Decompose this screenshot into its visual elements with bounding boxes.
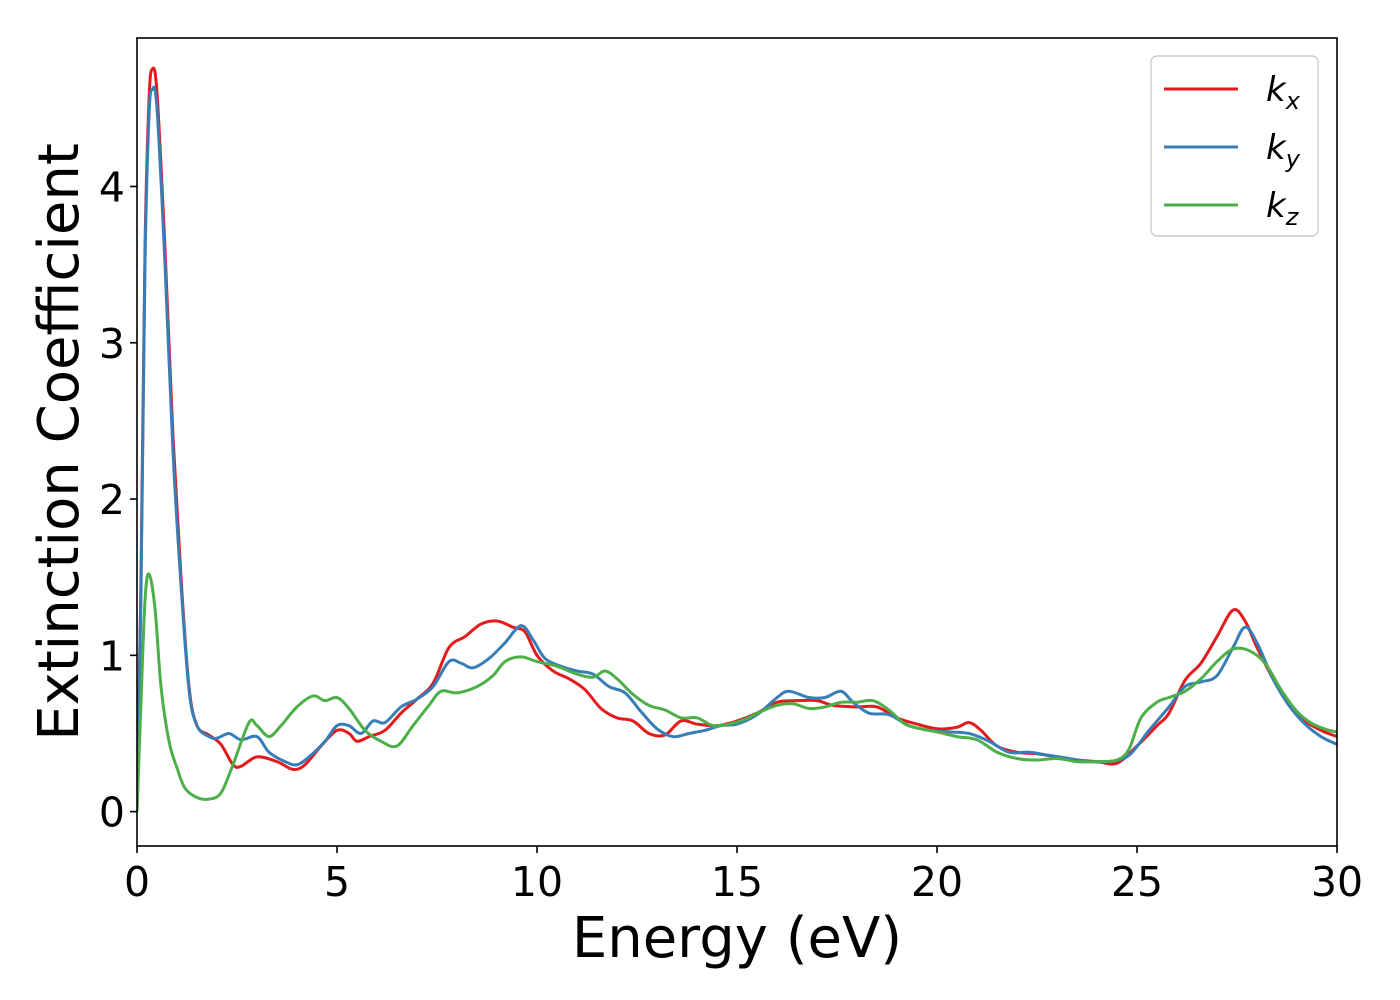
series-layer — [137, 66, 1337, 812]
y-tick-label: 0 — [99, 789, 125, 837]
x-tick-label: 10 — [511, 858, 563, 906]
x-tick-label: 25 — [1111, 858, 1163, 906]
legend-subscript: x — [1285, 87, 1301, 115]
legend-subscript: y — [1285, 145, 1301, 173]
y-tick-label: 2 — [99, 476, 125, 524]
y-tick-label: 1 — [99, 632, 125, 680]
x-tick-label: 15 — [711, 858, 763, 906]
x-tick-label: 30 — [1311, 858, 1363, 906]
tick-layer: 0 5 10 15 20 25 30 0 1 2 3 4 — [99, 163, 1363, 906]
x-tick-label: 0 — [124, 858, 150, 906]
x-tick-label: 20 — [911, 858, 963, 906]
x-tick-label: 5 — [324, 858, 350, 906]
legend-subscript: z — [1285, 203, 1300, 231]
series-line-kz — [137, 572, 1337, 812]
legend-label-kx: kx — [1266, 70, 1301, 115]
y-tick-label: 4 — [99, 163, 125, 211]
y-tick-label: 3 — [99, 320, 125, 368]
legend-label-ky: ky — [1266, 128, 1301, 173]
x-axis-label: Energy (eV) — [572, 906, 902, 971]
y-axis-label: Extinction Coefficient — [27, 143, 92, 741]
